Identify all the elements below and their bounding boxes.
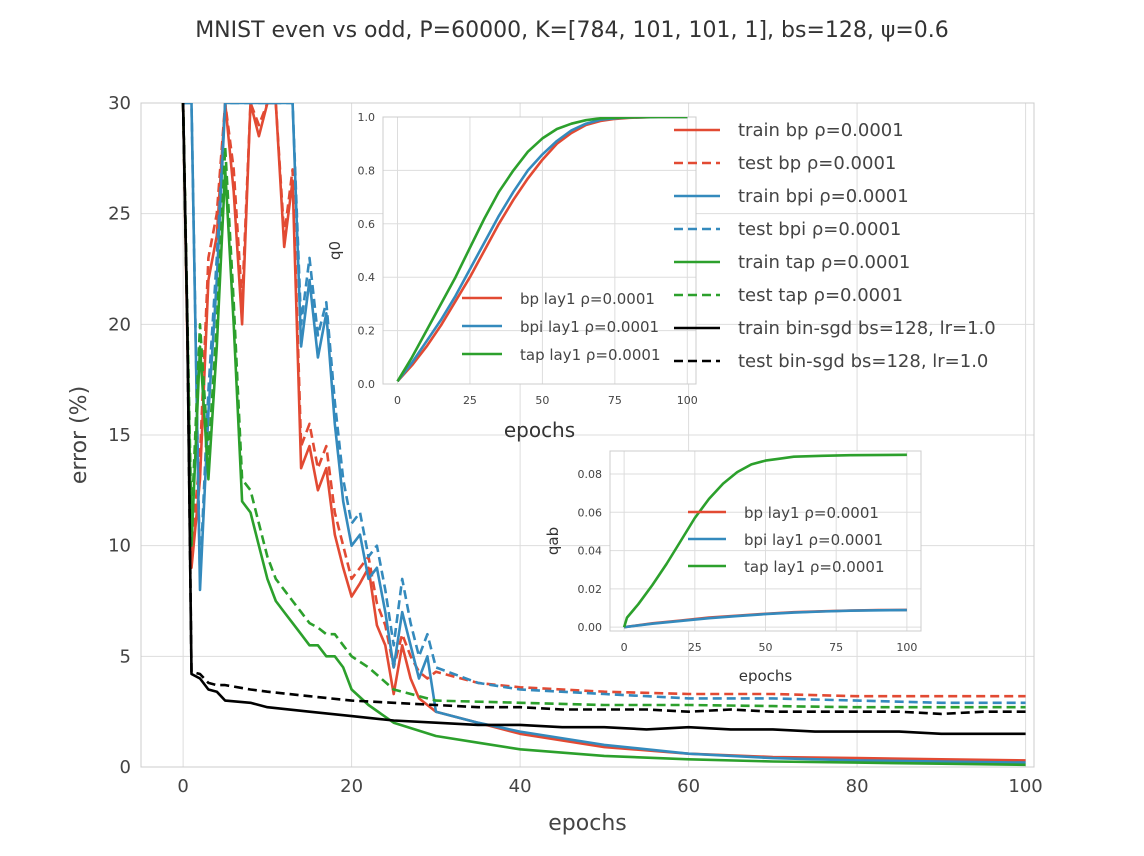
x-tick-label: 80 — [846, 776, 869, 797]
plot-frame — [382, 116, 697, 385]
y-tick-label: 0.2 — [358, 325, 376, 338]
y-tick-label: 0.0 — [358, 378, 376, 391]
series-line — [181, 103, 1026, 762]
legend-label: tap lay1 ρ=0.0001 — [744, 558, 885, 576]
y-tick-label: 25 — [108, 204, 131, 225]
legend-label: train bpi ρ=0.0001 — [738, 186, 909, 207]
x-tick-label: 0 — [394, 394, 401, 407]
x-tick-label: 50 — [535, 394, 549, 407]
legend-label: train bin-sgd bs=128, lr=1.0 — [738, 318, 996, 339]
y-axis-label: qab — [544, 527, 562, 555]
y-axis-label: q0 — [326, 241, 344, 260]
series-line — [623, 608, 907, 629]
grid — [610, 451, 921, 631]
series-lines — [622, 453, 907, 629]
inset-q0-plot: 0 25 50 75 100 0.0 0.2 0.4 0.6 0.8 1.0 epochs q0 bp l… — [326, 111, 698, 442]
y-tick-label: 0.6 — [358, 218, 376, 231]
legend-label: test tap ρ=0.0001 — [738, 285, 903, 306]
y-axis-label: error (%) — [67, 386, 92, 484]
legend-item: bp lay1 ρ=0.0001 — [462, 290, 655, 308]
series-line — [183, 103, 1026, 764]
series-line — [181, 103, 1026, 716]
x-tick-label: 100 — [896, 641, 917, 654]
legend-item: test tap ρ=0.0001 — [674, 285, 903, 306]
y-tick-label: 30 — [108, 93, 131, 114]
x-axis-label: epochs — [548, 811, 626, 836]
x-tick-label: 100 — [1008, 776, 1042, 797]
y-tick-label: 20 — [108, 314, 131, 335]
legend-item: bp lay1 ρ=0.0001 — [688, 504, 879, 522]
legend-item: train bin-sgd bs=128, lr=1.0 — [674, 318, 996, 339]
inset-qab-plot: 0 25 50 75 100 0.00 0.02 0.04 0.06 0.08 epochs qab b… — [544, 450, 922, 685]
y-tick-label: 0.04 — [578, 545, 603, 558]
y-tick-label: 5 — [120, 646, 131, 667]
legend-label: bpi lay1 ρ=0.0001 — [744, 531, 883, 549]
y-tick-label: 0.8 — [358, 164, 376, 177]
y-tick-label: 0.06 — [578, 506, 603, 519]
y-tick-label: 0.08 — [578, 468, 603, 481]
y-tick-label: 0.4 — [358, 271, 376, 284]
x-tick-label: 0 — [177, 776, 188, 797]
series-line — [181, 103, 1026, 709]
series-line — [396, 117, 688, 382]
series-lines — [396, 117, 688, 383]
legend-label: tap lay1 ρ=0.0001 — [520, 346, 661, 364]
x-tick-label: 0 — [621, 641, 628, 654]
legend-item: bpi lay1 ρ=0.0001 — [688, 531, 883, 549]
main-legend: train bp ρ=0.0001 test bp ρ=0.0001 train b… — [674, 120, 996, 372]
legend-item: test bp ρ=0.0001 — [674, 153, 896, 174]
series-lines — [181, 103, 1026, 767]
x-tick-label: 25 — [463, 394, 477, 407]
legend-label: bpi lay1 ρ=0.0001 — [520, 318, 659, 336]
x-tick-label: 60 — [677, 776, 700, 797]
series-line — [181, 103, 1026, 736]
x-tick-label: 20 — [340, 776, 363, 797]
legend-item: test bpi ρ=0.0001 — [674, 219, 901, 240]
legend-item: bpi lay1 ρ=0.0001 — [462, 318, 659, 336]
legend-label: train tap ρ=0.0001 — [738, 252, 910, 273]
legend-item: test bin-sgd bs=128, lr=1.0 — [674, 351, 988, 372]
plot-frame — [609, 450, 922, 632]
plot-frame — [140, 102, 1035, 768]
y-tick-label: 10 — [108, 536, 131, 557]
legend-label: test bin-sgd bs=128, lr=1.0 — [738, 351, 988, 372]
legend-item: tap lay1 ρ=0.0001 — [688, 558, 885, 576]
y-tick-label: 15 — [108, 425, 131, 446]
legend-label: bp lay1 ρ=0.0001 — [744, 504, 879, 522]
legend-item: train bpi ρ=0.0001 — [674, 186, 909, 207]
y-tick-label: 0.02 — [578, 583, 603, 596]
y-tick-label: 1.0 — [358, 111, 376, 124]
legend-label: train bp ρ=0.0001 — [738, 120, 904, 141]
y-tick-label: 0 — [120, 757, 131, 778]
series-line — [622, 453, 907, 628]
x-tick-label: 25 — [688, 641, 702, 654]
legend-label: test bp ρ=0.0001 — [738, 153, 896, 174]
y-tick-label: 0.00 — [578, 621, 603, 634]
x-tick-label: 75 — [829, 641, 843, 654]
x-tick-label: 100 — [677, 394, 698, 407]
series-line — [183, 103, 1026, 705]
x-axis-label: epochs — [504, 418, 575, 442]
x-axis-label: epochs — [739, 667, 793, 685]
x-tick-label: 40 — [509, 776, 532, 797]
legend-label: bp lay1 ρ=0.0001 — [520, 290, 655, 308]
figure-title: MNIST even vs odd, P=60000, K=[784, 101,… — [195, 18, 949, 43]
x-tick-label: 50 — [759, 641, 773, 654]
x-tick-label: 75 — [608, 394, 622, 407]
legend-item: tap lay1 ρ=0.0001 — [462, 346, 661, 364]
series-line — [181, 103, 1026, 698]
legend-item: train bp ρ=0.0001 — [674, 120, 904, 141]
legend-label: test bpi ρ=0.0001 — [738, 219, 901, 240]
legend-item: train tap ρ=0.0001 — [674, 252, 910, 273]
